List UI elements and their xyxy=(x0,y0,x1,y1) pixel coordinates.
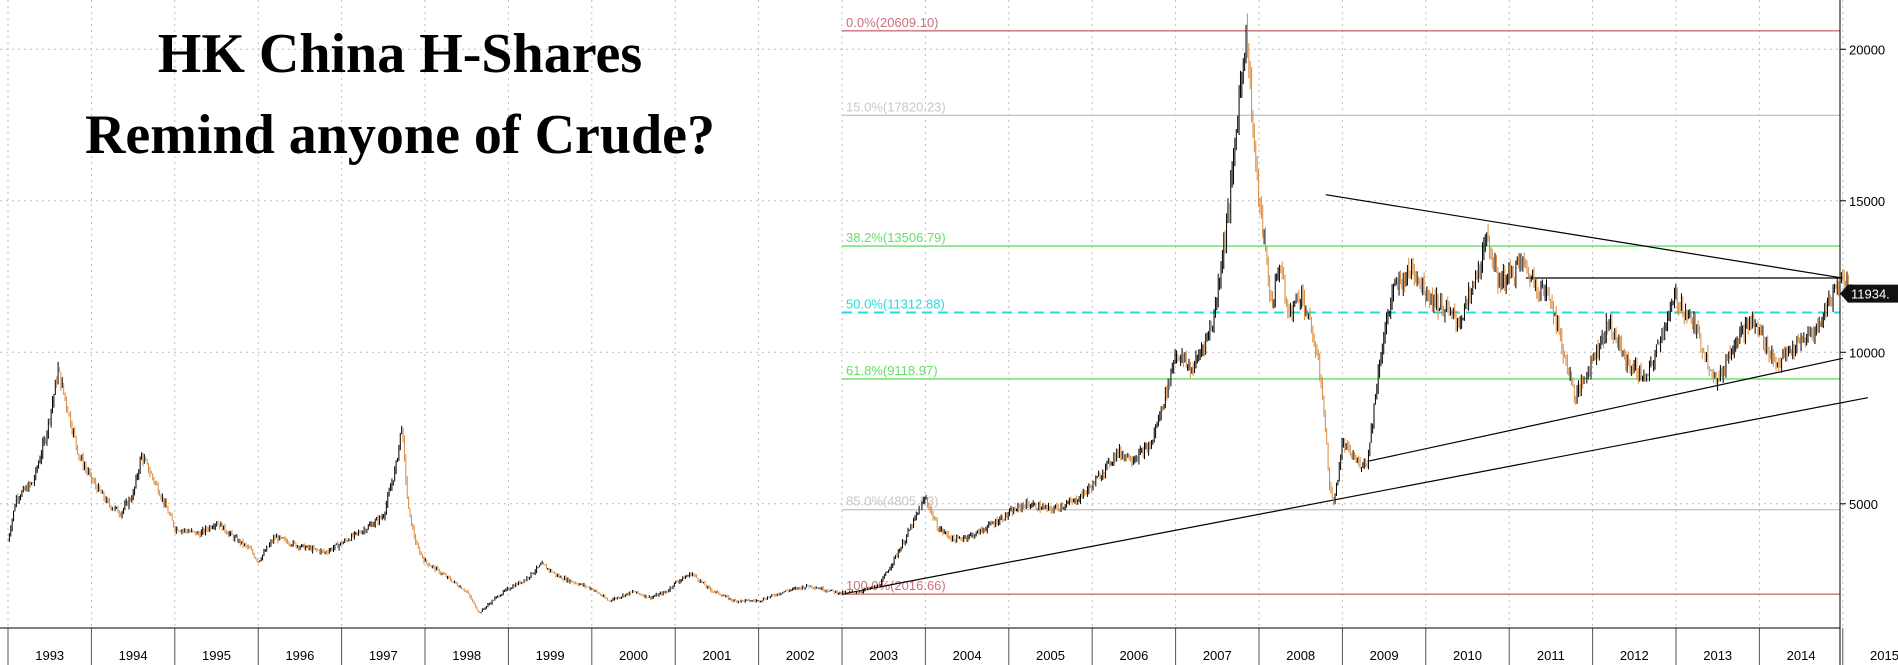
y-tick-label: 20000 xyxy=(1849,42,1885,57)
chart-title-line-1: HK China H-Shares xyxy=(157,23,643,85)
x-tick-label: 1996 xyxy=(285,648,314,663)
last-price-box xyxy=(1840,284,1898,303)
fib-level-label: 15.0%(17820.23) xyxy=(846,99,946,114)
fib-level-label: 38.2%(13506.79) xyxy=(846,230,946,245)
x-tick-label: 1995 xyxy=(202,648,231,663)
x-tick-label: 2009 xyxy=(1370,648,1399,663)
x-tick-label: 2000 xyxy=(619,648,648,663)
fib-level-label: 61.8%(9118.97) xyxy=(846,363,938,378)
trendlines xyxy=(841,194,1868,595)
x-tick-label: 1999 xyxy=(536,648,565,663)
x-tick-label: 2002 xyxy=(786,648,815,663)
x-tick-label: 2013 xyxy=(1703,648,1732,663)
x-tick-label: 2011 xyxy=(1537,648,1565,663)
x-tick-label: 1998 xyxy=(452,648,481,663)
x-tick-label: 2010 xyxy=(1453,648,1482,663)
last-price-label: 11934. xyxy=(1851,287,1890,302)
y-tick-label: 5000 xyxy=(1849,497,1878,512)
y-tick-label: 10000 xyxy=(1849,345,1885,360)
fib-level-label: 0.0%(20609.10) xyxy=(846,15,939,30)
x-tick-label: 1994 xyxy=(119,648,148,663)
fibonacci-levels: 0.0%(20609.10) 15.0%(17820.23) 38.2%(13506… xyxy=(842,15,1840,595)
trendline xyxy=(1325,194,1843,279)
x-tick-label: 2014 xyxy=(1787,648,1816,663)
fib-level-label: 85.0%(4805.53) xyxy=(846,494,939,509)
trendline xyxy=(841,397,1868,595)
x-tick-label: 2006 xyxy=(1119,648,1148,663)
grid xyxy=(0,0,1844,628)
y-tick-label: 15000 xyxy=(1849,194,1885,209)
x-tick-label: 2007 xyxy=(1203,648,1232,663)
last-price-tag: 11934. xyxy=(1840,284,1898,303)
chart-title-line-2: Remind anyone of Crude? xyxy=(84,104,716,166)
price-candles xyxy=(7,13,1852,614)
trendline xyxy=(1367,357,1843,462)
x-tick-label: 2015 xyxy=(1870,648,1898,663)
x-tick-label: 2012 xyxy=(1620,648,1649,663)
x-tick-label: 2001 xyxy=(702,648,731,663)
x-tick-label: 1997 xyxy=(369,648,398,663)
fib-level-label: 50.0%(11312.88) xyxy=(846,296,945,311)
x-tick-label: 1993 xyxy=(35,648,64,663)
x-tick-label: 2005 xyxy=(1036,648,1065,663)
x-tick-label: 2003 xyxy=(869,648,898,663)
x-tick-label: 2004 xyxy=(953,648,982,663)
x-tick-label: 2008 xyxy=(1286,648,1315,663)
